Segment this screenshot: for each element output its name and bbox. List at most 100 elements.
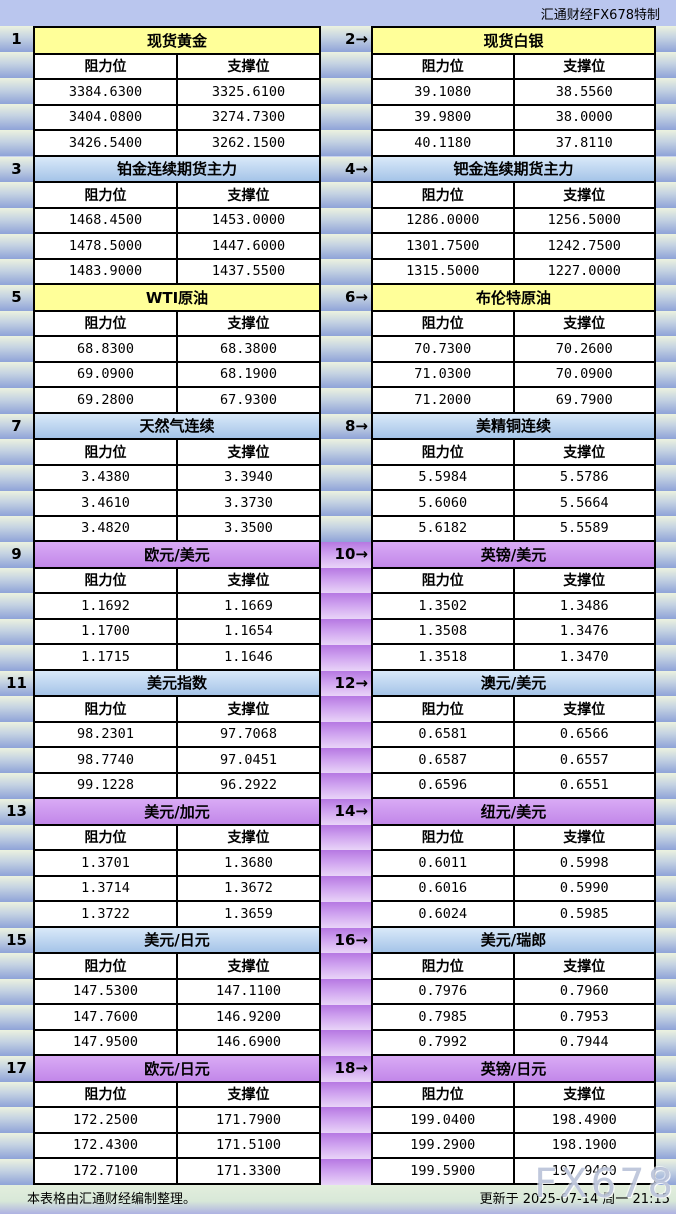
margin-band	[656, 696, 676, 722]
left-number-column: 5	[0, 285, 33, 414]
resistance-value: 98.2301	[35, 722, 178, 747]
table-number-label: 11	[6, 673, 27, 692]
table-row: 172.2500 171.7900	[35, 1108, 319, 1134]
table-number-label: 1	[11, 29, 22, 48]
margin-band	[656, 567, 676, 594]
margin-band: 3	[0, 156, 33, 183]
resistance-value: 3.4820	[35, 516, 178, 541]
table-row: 39.1080 38.5560	[373, 80, 654, 106]
support-value: 0.7944	[559, 1034, 609, 1051]
margin-band	[656, 156, 676, 183]
margin-band	[0, 773, 33, 800]
table-row: 1.3502 1.3486	[373, 594, 654, 620]
margin-band	[0, 1081, 33, 1108]
margin-band	[0, 619, 33, 645]
table-number-label: 4→	[344, 159, 368, 178]
table-number-label: 7	[11, 416, 22, 435]
margin-band	[0, 1030, 33, 1057]
margin-band	[0, 721, 33, 748]
margin-band	[0, 233, 33, 260]
resistance-value: 1.1715	[35, 645, 178, 669]
support-value: 1.3659	[224, 905, 273, 922]
support-value: 1.3486	[559, 597, 609, 614]
support-value: 97.7068	[220, 726, 277, 743]
margin-band	[321, 336, 371, 363]
margin-band	[656, 747, 676, 774]
table-row: 1483.9000 1437.5500	[35, 259, 319, 284]
table-title: 美精铜连续	[373, 413, 654, 441]
margin-band	[656, 207, 676, 234]
margin-band	[656, 233, 676, 260]
margin-band	[0, 130, 33, 157]
margin-band	[656, 1133, 676, 1159]
resistance-value: 39.9800	[373, 105, 515, 130]
table-row: 1.3714 1.3672	[35, 876, 319, 903]
resistance-value: 69.2800	[35, 388, 178, 412]
left-number-column: 11	[0, 670, 33, 800]
margin-band	[321, 362, 371, 388]
margin-band	[0, 439, 33, 465]
table-row: 1.1700 1.1654	[35, 619, 319, 646]
margin-band	[321, 182, 371, 208]
instrument-table: 英镑/美元 阻力位 支撑位 1.3502 1.3486 1.3508 1.3476 1.351…	[371, 542, 656, 671]
table-number-label: 9	[11, 545, 22, 564]
margin-band: 17	[0, 1056, 33, 1082]
margin-band	[0, 747, 33, 774]
margin-band: 13	[0, 799, 33, 825]
footer: 本表格由汇通财经编制整理。 更新于 2025-07-14 周一 21:15	[0, 1184, 676, 1214]
margin-band	[321, 1107, 371, 1134]
support-value: 70.2600	[555, 340, 613, 357]
table-title: 欧元/美元	[35, 542, 319, 569]
table-row: 0.7976 0.7960	[373, 979, 654, 1006]
table-header-row: 阻力位 支撑位	[35, 311, 319, 338]
left-number-column: 13	[0, 799, 33, 928]
support-value: 1256.5000	[547, 212, 621, 229]
table-row: 0.7985 0.7953	[373, 1005, 654, 1031]
margin-band	[656, 850, 676, 877]
margin-band	[0, 336, 33, 363]
table-title: 布伦特原油	[373, 285, 654, 312]
table-row: 1.1715 1.1646	[35, 645, 319, 669]
table-row: 3.4380 3.3940	[35, 465, 319, 492]
margin-band	[656, 130, 676, 157]
resistance-value: 3404.0800	[35, 105, 178, 130]
margin-band	[0, 52, 33, 79]
margin-band	[0, 953, 33, 979]
center-divider-column: 4→	[321, 156, 371, 286]
instrument-table: 钯金连续期货主力 阻力位 支撑位 1286.0000 1256.5000 1301.750…	[371, 156, 656, 285]
table-pair-row: 13 美元/加元 阻力位 支撑位 1.3701 1.3680 1.3714 1.3672 1.3…	[0, 799, 676, 928]
table-title: 铂金连续期货主力	[35, 156, 319, 184]
table-row: 70.7300 70.2600	[373, 337, 654, 363]
support-value: 3.3730	[224, 494, 273, 511]
table-row: 172.7100 171.3300	[35, 1159, 319, 1183]
resistance-value: 0.6016	[373, 876, 515, 901]
margin-band	[321, 696, 371, 722]
support-value: 0.7953	[559, 1008, 609, 1025]
center-divider-column: 8→	[321, 413, 371, 543]
tables-grid: 1 现货黄金 阻力位 支撑位 3384.6300 3325.6100 3404.0800 32…	[0, 26, 676, 1185]
resistance-value: 147.9500	[35, 1030, 178, 1055]
resistance-value: 0.6011	[373, 851, 515, 875]
resistance-value: 0.7976	[373, 979, 515, 1004]
support-column-header: 支撑位	[227, 59, 270, 76]
table-row: 1.3508 1.3476	[373, 619, 654, 646]
table-pair-row: 5 WTI原油 阻力位 支撑位 68.8300 68.3800 69.0900 68.1900…	[0, 285, 676, 414]
table-row: 5.6182 5.5589	[373, 516, 654, 541]
table-row: 147.7600 146.9200	[35, 1005, 319, 1031]
margin-band	[656, 773, 676, 800]
right-margin-column	[656, 927, 676, 1057]
table-row: 0.6016 0.5990	[373, 876, 654, 903]
table-title: 现货白银	[373, 28, 654, 55]
center-divider-column: 14→	[321, 799, 371, 928]
resistance-value: 69.0900	[35, 362, 178, 387]
table-header-row: 阻力位 支撑位	[373, 697, 654, 723]
support-value: 67.9300	[220, 391, 277, 408]
table-number-label: 18→	[334, 1059, 368, 1078]
center-divider-column: 10→	[321, 542, 371, 671]
margin-band: 9	[0, 542, 33, 568]
support-value: 1.3672	[224, 880, 273, 897]
support-value: 171.3300	[215, 1162, 282, 1179]
table-header-row: 阻力位 支撑位	[373, 1082, 654, 1109]
table-header-row: 阻力位 支撑位	[35, 183, 319, 209]
right-margin-column	[656, 799, 676, 928]
